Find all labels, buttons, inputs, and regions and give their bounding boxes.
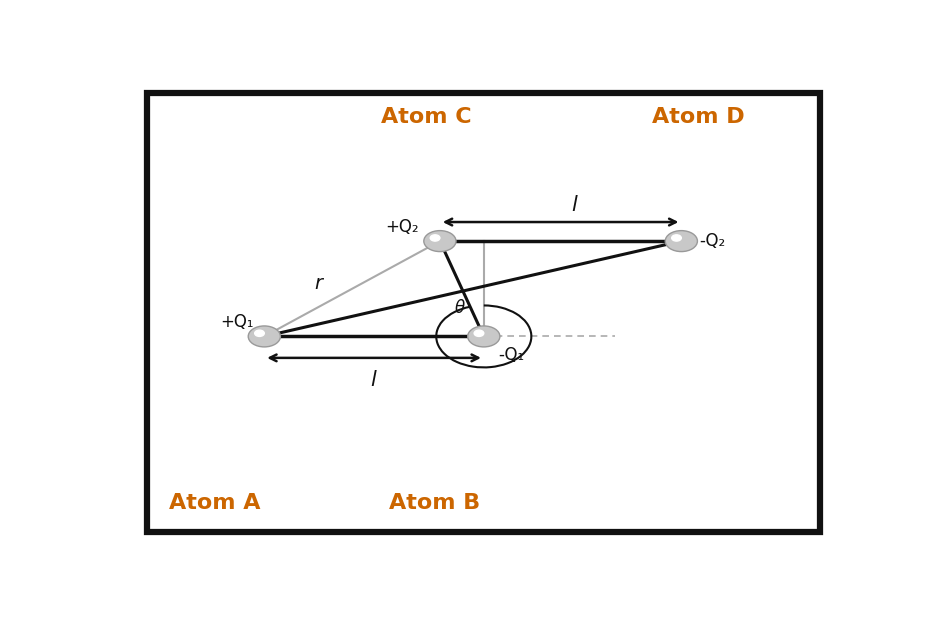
- Circle shape: [666, 231, 698, 251]
- Text: $l$: $l$: [370, 370, 378, 390]
- Text: +Q₂: +Q₂: [385, 218, 418, 236]
- Text: $\theta$: $\theta$: [454, 299, 465, 317]
- Text: -Q₁: -Q₁: [498, 347, 525, 365]
- Text: $l$: $l$: [571, 195, 579, 215]
- Circle shape: [430, 235, 440, 241]
- Text: Atom B: Atom B: [389, 493, 480, 513]
- Circle shape: [467, 326, 500, 347]
- Circle shape: [474, 330, 483, 336]
- Text: Atom D: Atom D: [652, 107, 745, 127]
- Circle shape: [672, 235, 682, 241]
- Text: +Q₁: +Q₁: [221, 313, 254, 331]
- Text: -Q₂: -Q₂: [700, 232, 726, 250]
- Circle shape: [248, 326, 280, 347]
- Circle shape: [255, 330, 264, 336]
- Circle shape: [424, 231, 456, 251]
- Text: $r$: $r$: [313, 274, 325, 293]
- Text: Atom A: Atom A: [169, 493, 261, 513]
- Text: Atom C: Atom C: [381, 107, 472, 127]
